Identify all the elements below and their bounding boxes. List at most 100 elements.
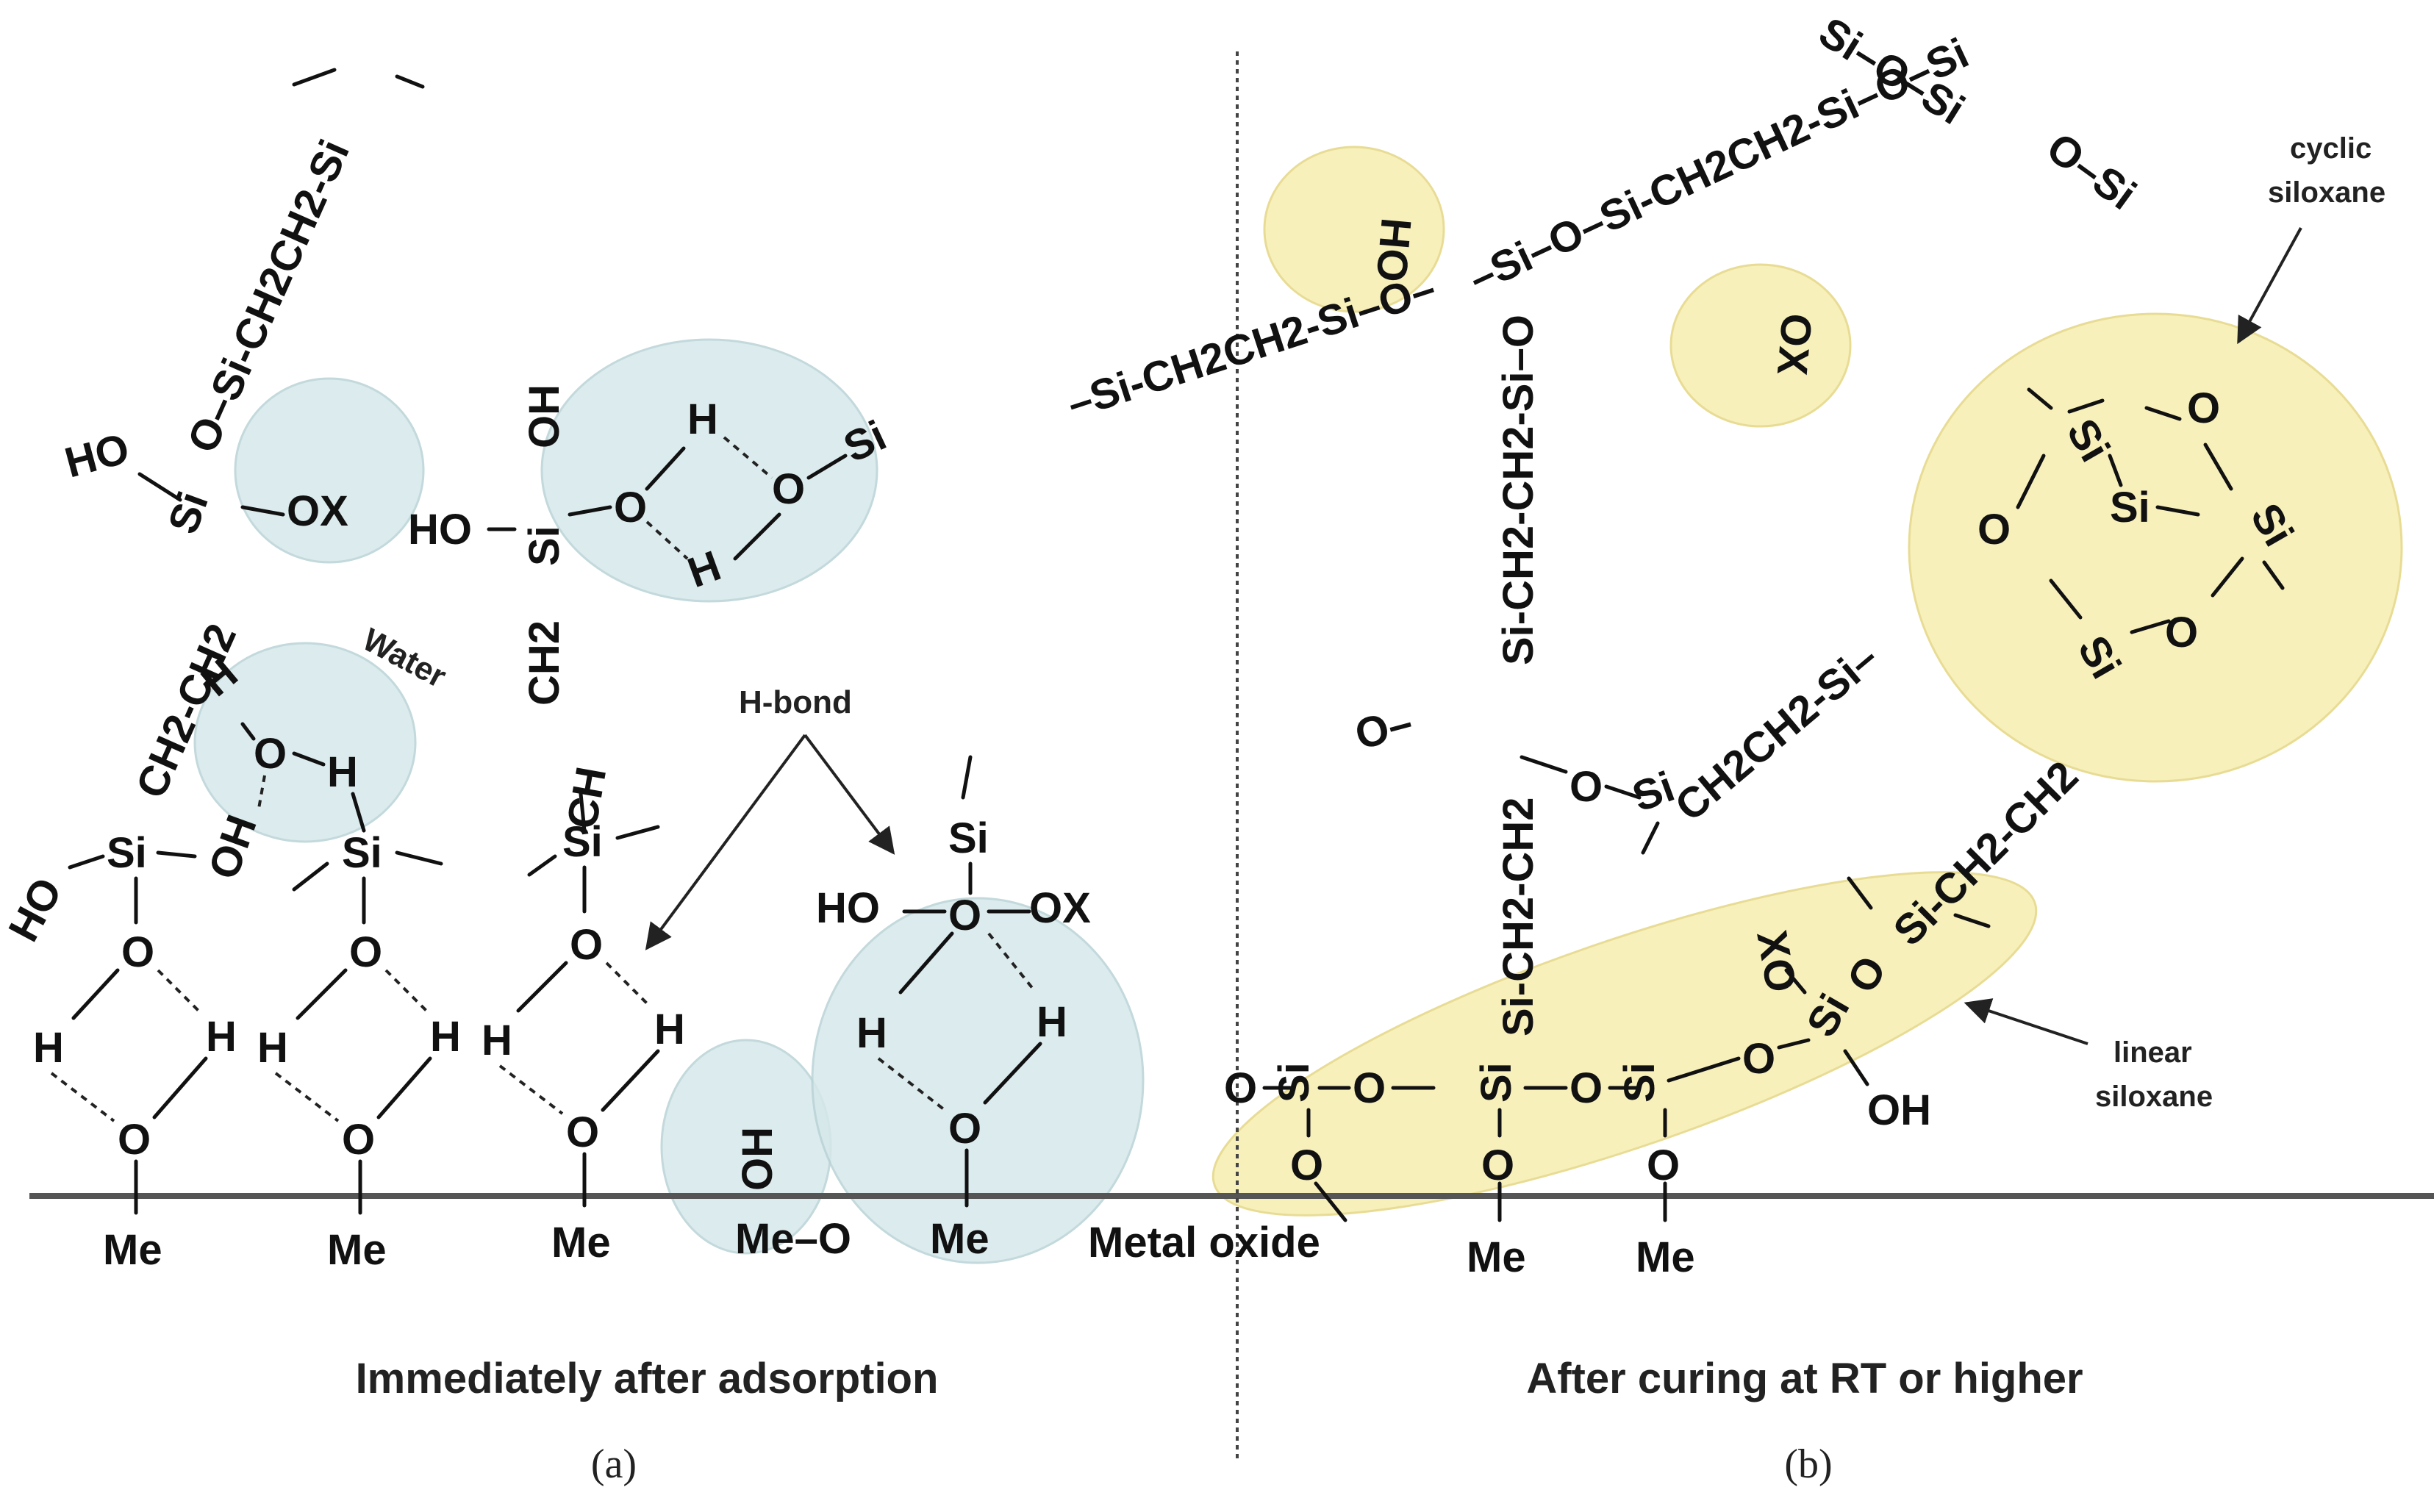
a-si4-bond-up — [351, 792, 366, 833]
unreacted-ho-highlight — [1263, 146, 1445, 313]
a-me-1: Me — [103, 1226, 162, 1274]
a-col2-bond-ho — [376, 1056, 432, 1119]
a-h2a-hbond — [723, 436, 773, 479]
a-hbond-arrow-right — [803, 734, 895, 855]
a-si2-o-bond — [568, 505, 612, 517]
a-col3-o: O — [570, 921, 603, 969]
b-linear-note-1: linear — [2113, 1036, 2192, 1069]
b-cyclic-note-1: cyclic — [2290, 132, 2372, 165]
a-o2-hbond-down — [645, 520, 689, 560]
a-water-h2: H — [327, 748, 358, 796]
a-ch-2: CH — [558, 763, 616, 832]
a-ox-1: OX — [287, 487, 348, 535]
a-col2-h-right: H — [430, 1013, 461, 1061]
a-si-2: Si — [520, 526, 568, 566]
b-ho-top: HO — [1367, 216, 1420, 284]
b-o-left: O– — [1350, 698, 1418, 759]
a-top-chain-end-bond-2 — [292, 68, 337, 87]
b-linear-arrow — [1964, 998, 2088, 1045]
b-xo: XO — [1747, 927, 1805, 996]
b-si-mid-bond-down — [1641, 821, 1660, 855]
a-ho-3: HO — [0, 870, 71, 949]
a-top-chain-end-bond — [395, 74, 425, 89]
a-water-hbond — [257, 775, 266, 809]
a-ho-6: HO — [816, 884, 880, 932]
a-ch2-2: CH2 — [520, 620, 568, 706]
a-col3-o-bottom: O — [566, 1108, 599, 1156]
b-o-b2: O — [1481, 1142, 1514, 1189]
a-o2-h-bond — [645, 446, 686, 491]
a-o-2: O — [614, 484, 647, 531]
a-ho-1: HO — [60, 424, 135, 487]
b-top-chain: –Si–O–Si-CH2CH2-Si–O–Si — [1461, 29, 1975, 303]
b-cyclic-arrow — [2237, 227, 2302, 345]
b-mid-si-bond — [1604, 784, 1642, 800]
a-col2-o: O — [349, 928, 382, 976]
a-ox-6: OX — [1029, 884, 1091, 932]
b-o-l2: O — [1569, 1064, 1603, 1112]
a-col1-hbond-right — [157, 969, 204, 1016]
b-panel-label: (b) — [1784, 1441, 1832, 1487]
b-mid-o-si-bond — [1520, 755, 1568, 774]
b-ox-top: OX — [1768, 312, 1821, 377]
b-o-b1-down — [1314, 1181, 1347, 1222]
a-ho-2: HO — [408, 506, 472, 553]
b-o-b3: O — [1647, 1142, 1680, 1189]
silanol-hbond-highlight — [540, 338, 878, 603]
b-vertical-chain-2: Si-CH2-CH2 — [1495, 798, 1542, 1037]
a-col1-h-right: H — [206, 1013, 237, 1061]
a-o2b-h-bond — [733, 512, 781, 561]
ox-group-highlight — [234, 377, 425, 564]
a-col4-h-left: H — [856, 1009, 887, 1057]
b-upper-chain: –Si-CH2CH2-Si–O– — [1062, 264, 1442, 428]
a-col3-hbond-left — [498, 1064, 564, 1115]
a-me-o: Me–O — [735, 1215, 851, 1263]
a-col4-h-right: H — [1037, 998, 1067, 1046]
a-h-2a: H — [687, 395, 718, 443]
a-col1-o: O — [121, 928, 154, 976]
a-si-4: Si — [342, 829, 382, 877]
a-col1-hbond-left — [50, 1072, 115, 1122]
b-si-l2: Si — [1472, 1062, 1520, 1103]
b-o-si-link: O — [1742, 1035, 1775, 1083]
a-col1-bond-ho — [152, 1056, 208, 1119]
a-col4-hbond-left — [877, 1057, 946, 1111]
a-si-5: Si — [562, 818, 603, 866]
a-ho3-si-bond — [68, 854, 105, 870]
unreacted-ox-highlight — [1669, 263, 1852, 428]
b-caption: After curing at RT or higher — [1526, 1355, 2083, 1402]
b-si-low-o-bond — [1777, 1038, 1811, 1050]
a-col2-bond-oh — [296, 968, 348, 1020]
b-o-lead: O — [1224, 1064, 1257, 1112]
a-hbond-arrow-left — [645, 734, 806, 950]
a-me-2: Me — [327, 1226, 387, 1274]
b-vertical-chain-1: Si-CH2-CH2-Si–O — [1495, 315, 1542, 665]
hbonded-silanol-highlight — [811, 897, 1145, 1264]
a-col3-bond-oh — [516, 961, 568, 1013]
a-si-3: Si — [107, 829, 147, 877]
b-oh-low: OH — [1867, 1086, 1931, 1134]
b-me-b2: Me — [1636, 1233, 1695, 1281]
svg-text:O: O — [2187, 384, 2220, 432]
b-xo-o-bond — [1784, 968, 1807, 995]
b-cyclic-note-2: siloxane — [2268, 176, 2385, 209]
a-col1-o-bottom: O — [118, 1116, 151, 1164]
a-col3-hbond-right — [605, 961, 652, 1008]
b-diag-si-bond-2 — [1953, 913, 1991, 928]
a-hbond-note: H-bond — [739, 684, 852, 720]
cyclic-siloxane-highlight — [1908, 312, 2403, 783]
a-col3-h-left: H — [482, 1017, 512, 1064]
a-col2-h-left: H — [257, 1024, 288, 1072]
a-o-2b: O — [772, 465, 805, 513]
a-col4-bond-ho — [983, 1042, 1042, 1105]
a-water-bond-2 — [292, 751, 326, 767]
b-si-l1: Si — [1270, 1062, 1318, 1103]
a-si5-bond-right — [615, 825, 660, 840]
b-me-b1: Me — [1467, 1233, 1526, 1281]
a-si5-bond-left — [527, 854, 557, 877]
a-si3-bond-right — [156, 850, 197, 859]
b-ring-bond-1 — [2027, 387, 2053, 410]
a-si-6: Si — [948, 814, 989, 862]
a-water-o: O — [254, 730, 287, 778]
b-diag-si-bond-1 — [1847, 876, 1873, 910]
